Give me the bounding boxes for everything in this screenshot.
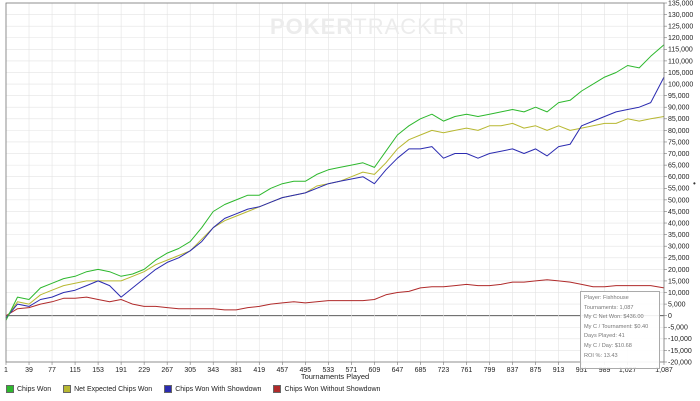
y-tick-label: 85,000 [668,116,690,123]
x-tick-label: 153 [92,367,104,374]
x-tick-label: 115 [69,367,80,374]
x-tick-label: 913 [553,367,565,374]
x-tick-label: 723 [438,367,450,374]
x-tick-label: 419 [253,367,265,374]
y-tick-label: -20,000 [668,359,692,366]
x-tick-label: 495 [299,367,311,374]
legend: Chips Won Net Expected Chips Won Chips W… [6,383,380,395]
stats-net-won: My C Net Won: $436.00 [584,314,644,321]
y-tick-label: 110,000 [668,58,693,65]
series-lines [5,44,665,321]
y-tick-label: 15,000 [668,278,690,285]
y-tick-label: 70,000 [668,151,690,158]
y-tick-label: 65,000 [668,163,690,170]
y-tick-label: 95,000 [668,93,690,100]
legend-item-net-expected[interactable]: Net Expected Chips Won [63,383,152,395]
y-tick-label: 100,000 [668,81,693,88]
x-tick-label: 837 [507,367,519,374]
x-tick-label: 1 [4,367,8,374]
y-tick-label: 20,000 [668,267,690,274]
x-tick-label: 647 [392,367,404,374]
y-tick-label: 80,000 [668,128,690,135]
y-tick-label: 10,000 [668,290,690,297]
y-tick-label: 25,000 [668,255,690,262]
y-tick-label: -5,000 [668,325,688,332]
legend-item-chips-won[interactable]: Chips Won [6,383,51,395]
legend-swatch [164,385,173,393]
x-tick-label: 571 [346,367,358,374]
y-tick-label: 40,000 [668,220,690,227]
series-line-0 [5,44,665,321]
series-line-2 [5,76,665,319]
y-tick-label: 125,000 [668,24,693,31]
y-tick-label: 130,000 [668,12,693,19]
x-tick-label: 77 [48,367,56,374]
legend-swatch [6,385,14,393]
x-tick-label: 381 [230,367,242,374]
x-tick-label: 457 [276,367,288,374]
x-tick-label: 875 [530,367,542,374]
x-tick-label: 1,027 [619,367,637,374]
y-tick-label: -15,000 [668,348,692,355]
x-tick-label: 39 [25,367,33,374]
y-tick-label: 115,000 [668,47,693,54]
y-tick-label: 45,000 [668,209,690,216]
x-tick-label: 989 [599,367,611,374]
x-tick-label: 1,087 [655,367,673,374]
y-tick-label: 35,000 [668,232,690,239]
x-tick-label: 267 [161,367,173,374]
y-tick-label: 50,000 [668,197,690,204]
stats-days-played: Days Played: 41 [584,333,625,340]
y-tick-label: 90,000 [668,105,690,112]
legend-item-with-showdown[interactable]: Chips Won With Showdown [164,383,261,395]
x-tick-label: 229 [138,367,150,374]
x-tick-label: 761 [461,367,473,374]
x-tick-label: 685 [415,367,427,374]
stats-box: Player: Fishhouse Tournaments: 1,087 My … [580,291,660,369]
x-tick-label: 343 [207,367,219,374]
watermark: POKERTRACKER [270,14,465,39]
series-line-1 [5,116,665,319]
x-tick-label: 951 [576,367,588,374]
x-tick-label: 305 [184,367,196,374]
legend-swatch [273,385,282,393]
dot-marker: • [693,179,696,188]
stats-roi: ROI %: 13.43 [584,352,618,359]
x-tick-label: 533 [322,367,334,374]
legend-label: Net Expected Chips Won [74,385,153,393]
y-tick-label: 5,000 [668,301,686,308]
watermark-left: POKER [270,14,353,39]
x-axis-title: Tournaments Played [301,372,369,381]
legend-swatch [63,385,72,393]
y-tick-label: 75,000 [668,139,690,146]
series-line-3 [5,279,665,317]
legend-item-without-showdown[interactable]: Chips Won Without Showdown [273,383,380,395]
stats-per-tournament: My C / Tournament: $0.40 [584,323,649,330]
plot-frame [5,2,665,363]
y-tick-label: 120,000 [668,35,693,42]
y-tick-label: 60,000 [668,174,690,181]
stats-player: Player: Fishhouse [584,295,629,301]
legend-label: Chips Won With Showdown [175,385,262,393]
stats-tournaments: Tournaments: 1,087 [584,304,634,311]
watermark-right: TRACKER [353,14,465,39]
y-tick-label: -10,000 [668,336,692,343]
legend-label: Chips Won Without Showdown [284,385,381,393]
legend-label: Chips Won [17,385,52,393]
y-axis-ticks: -20,000 -15,000 -10,000 -5,000 0 5,000 10,000 1… [664,0,693,366]
stats-per-day: My C / Day: $10.68 [584,342,632,349]
y-tick-label: 30,000 [668,244,690,251]
x-tick-label: 799 [484,367,496,374]
x-tick-label: 191 [115,367,127,374]
y-tick-label: 0 [668,313,672,320]
y-tick-label: 55,000 [668,186,690,193]
y-tick-label: 135,000 [668,0,693,7]
x-tick-label: 609 [369,367,381,374]
y-tick-label: 105,000 [668,70,693,77]
